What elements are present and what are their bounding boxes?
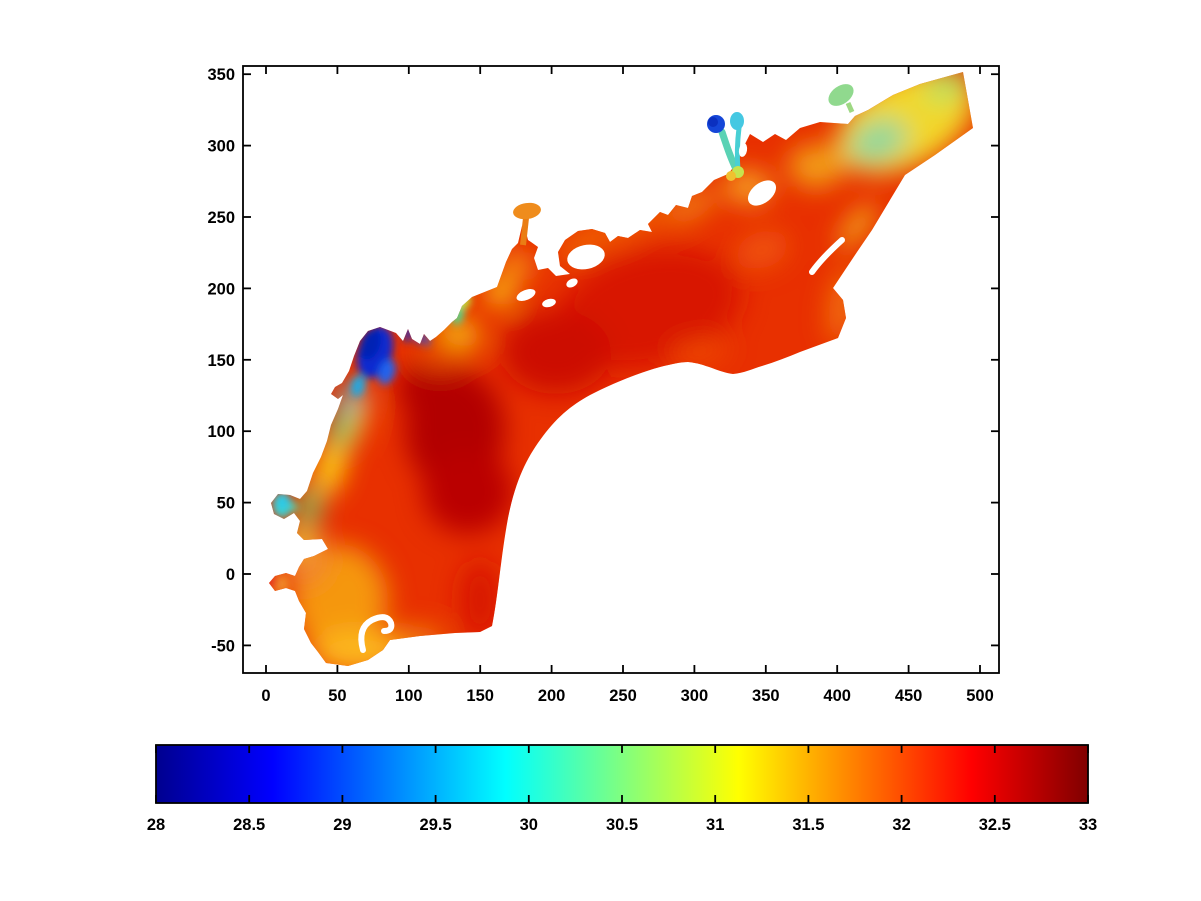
x-axis-tick-label: 0	[261, 687, 270, 705]
y-axis-tick-label: 150	[207, 352, 235, 370]
colorbar-tick-label: 28.5	[233, 816, 265, 834]
y-axis-tick-label: 0	[226, 566, 235, 584]
colorbar-tick-label: 28	[147, 816, 165, 834]
y-axis-tick-label: 200	[207, 280, 235, 298]
north-lollipop-inlet	[513, 202, 541, 246]
y-axis-tick-label: 350	[207, 66, 235, 84]
x-axis-tick-label: 400	[823, 687, 851, 705]
plot-box	[242, 65, 1000, 674]
north-blue-river-inlet	[707, 112, 748, 181]
field-soft-patches	[279, 72, 973, 666]
island-hole	[747, 180, 777, 206]
detached-water-features	[513, 84, 855, 246]
hook-spit-island	[358, 614, 395, 653]
colorbar-tick-label: 31	[706, 816, 724, 834]
x-axis-tick-label: 150	[466, 687, 494, 705]
x-axis-tick-label: 250	[609, 687, 637, 705]
x-axis-tick-label: 50	[328, 687, 346, 705]
colorbar-tick-labels: 28 28.5 29 29.5 30 30.5 31 31.5 32 32.5 33	[147, 816, 1097, 834]
y-axis-tick-label: 250	[207, 209, 235, 227]
colorbar-tick-label: 32.5	[979, 816, 1011, 834]
y-axis-tick-label: 100	[207, 423, 235, 441]
y-axis-tick-label: 50	[217, 495, 235, 513]
lagoon-sliver-island	[809, 237, 845, 275]
x-axis-tick-label: 100	[395, 687, 423, 705]
x-axis-tick-label: 200	[538, 687, 566, 705]
colorbar-ticks	[155, 745, 1089, 803]
colorbar-tick-label: 30.5	[606, 816, 638, 834]
x-axis-tick-label: 450	[895, 687, 923, 705]
axis-ticks	[243, 66, 999, 673]
y-axis-tick-label: 300	[207, 138, 235, 156]
island-hole	[567, 244, 605, 270]
colorbar-tick-label: 32	[892, 816, 910, 834]
colorbar-tick-label: 29	[333, 816, 351, 834]
salinity-field	[269, 72, 973, 666]
colorbar-tick-label: 33	[1079, 816, 1097, 834]
x-axis-tick-label: 500	[966, 687, 994, 705]
island-hole	[566, 278, 578, 288]
x-axis-tick-label: 350	[752, 687, 780, 705]
colorbar-tick-label: 31.5	[792, 816, 824, 834]
northeast-green-island-blob	[828, 84, 855, 114]
colorbar-tick-label: 29.5	[420, 816, 452, 834]
island-holes	[358, 180, 845, 653]
y-axis-tick-label: -50	[211, 637, 235, 655]
colorbar-tick-label: 30	[520, 816, 538, 834]
x-axis-tick-label: 300	[681, 687, 709, 705]
axis-tick-labels: 0 50 100 150 200 250 300 350 400 450 500 -50 0 50 100 1…	[207, 66, 993, 705]
island-hole	[516, 289, 536, 301]
colorbar	[155, 744, 1089, 804]
island-hole	[542, 298, 556, 308]
